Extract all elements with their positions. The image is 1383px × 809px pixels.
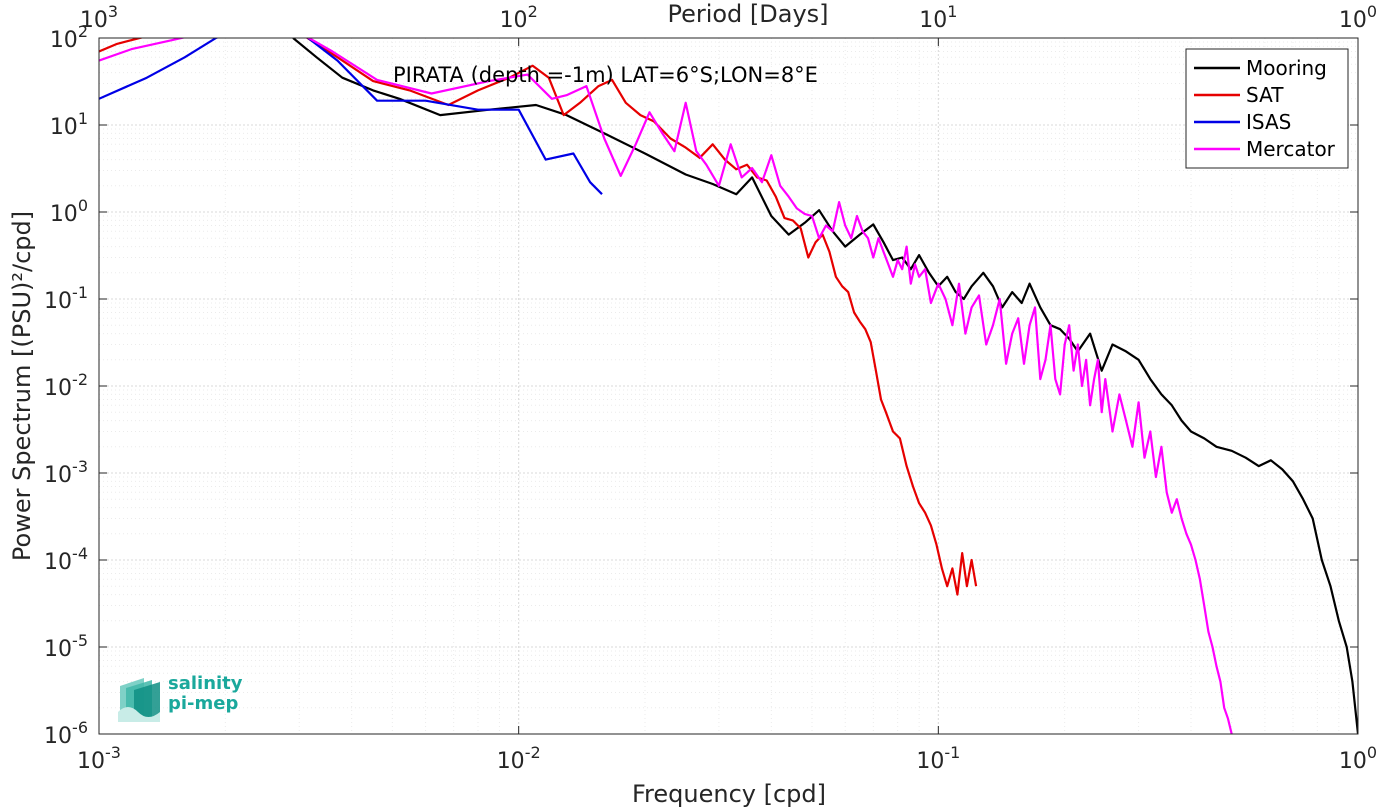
series-line-isas	[99, 38, 603, 195]
x-tick-label: 10-1	[916, 743, 960, 774]
logo-text-salinity: salinity	[168, 673, 243, 694]
x-axis-title: Frequency [cpd]	[632, 780, 826, 808]
y-tick-label: 10-2	[44, 370, 88, 401]
y-tick-label: 10-3	[44, 457, 88, 488]
series-line-mercator	[99, 38, 1233, 734]
y-tick-label: 10-6	[44, 718, 88, 749]
waves-logo-icon	[118, 678, 160, 722]
legend-label-mercator: Mercator	[1246, 137, 1336, 161]
x-tick-label: 10-3	[77, 743, 121, 774]
grid	[98, 37, 1359, 735]
y-tick-label: 102	[50, 22, 88, 53]
legend-label-isas: ISAS	[1246, 110, 1291, 134]
legend-label-sat: SAT	[1246, 83, 1284, 107]
series-line-mooring	[292, 38, 1358, 734]
x-tick-label: 10-2	[497, 743, 541, 774]
x-tick-label: 100	[1339, 743, 1377, 774]
logo-text-pimep: pi-mep	[168, 693, 239, 714]
y-axis-title: Power Spectrum [(PSU)²/cpd]	[8, 211, 36, 561]
y-tick-label: 101	[50, 109, 88, 140]
y-tick-label: 100	[50, 196, 88, 227]
top-tick-label: 101	[919, 2, 957, 33]
legend: Mooring SAT ISAS Mercator	[1185, 48, 1349, 169]
salinity-pi-mep-logo: salinity pi-mep	[116, 672, 256, 724]
top-tick-label: 100	[1339, 2, 1377, 33]
y-tick-label: 10-5	[44, 631, 88, 662]
series-lines	[99, 38, 1358, 734]
top-axis-title: Period [Days]	[667, 0, 828, 28]
top-tick-label: 103	[80, 2, 118, 33]
y-tick-label: 10-4	[44, 544, 88, 575]
top-tick-label: 102	[500, 2, 538, 33]
y-tick-label: 10-1	[44, 283, 88, 314]
tick-marks	[98, 37, 1359, 735]
chart-title: PIRATA (depth =-1m) LAT=6°S;LON=8°E	[393, 63, 818, 87]
legend-label-mooring: Mooring	[1246, 56, 1327, 80]
